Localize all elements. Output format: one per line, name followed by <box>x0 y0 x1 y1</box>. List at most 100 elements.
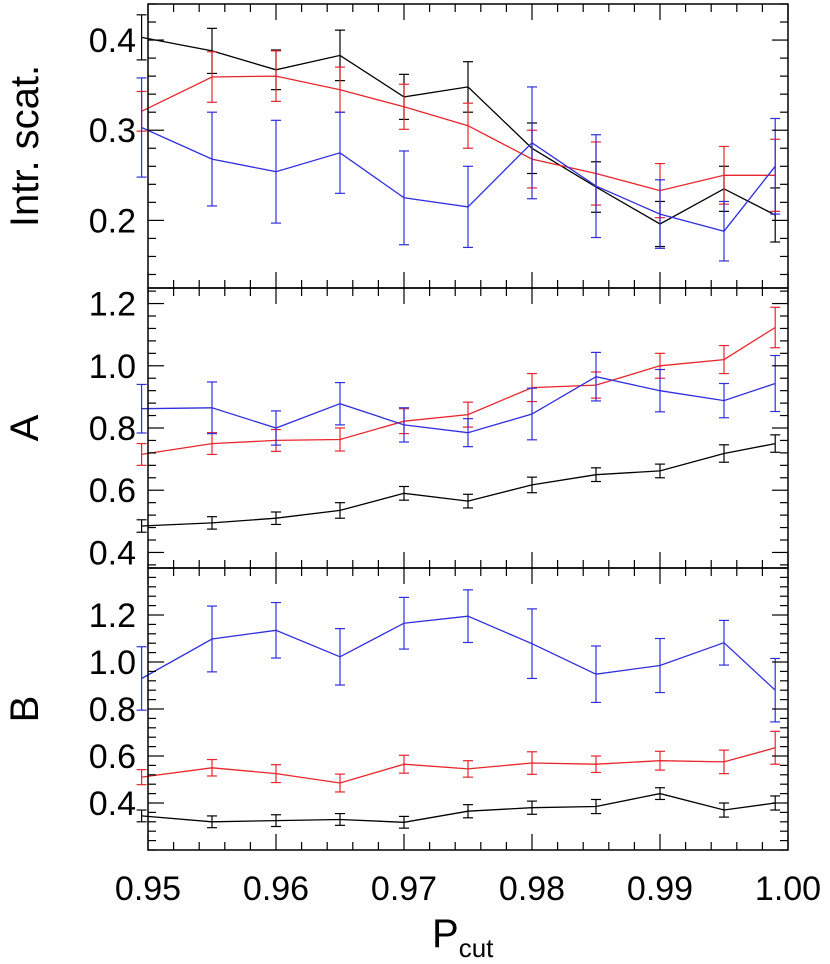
error-bar <box>399 407 409 443</box>
error-bar <box>527 387 537 441</box>
error-bar <box>399 815 409 829</box>
series-red-panel-1 <box>136 50 781 219</box>
series-line <box>141 442 776 527</box>
y-tick-label: 0.6 <box>89 738 136 776</box>
error-bar <box>655 179 665 249</box>
x-axis-title-main: P <box>432 912 459 956</box>
series-line <box>141 376 776 434</box>
panel-1: 0.2 0.3 0.4 Intr. scat. <box>3 3 789 289</box>
series-blue-panel-3 <box>136 589 781 723</box>
x-tick-label: 0.98 <box>499 870 565 908</box>
error-bar <box>207 516 217 530</box>
error-bar <box>335 111 345 194</box>
series-blue-panel-1 <box>136 77 781 262</box>
error-bar <box>207 815 217 829</box>
error-bar <box>271 814 281 828</box>
error-bar <box>207 381 217 435</box>
error-bar <box>591 467 601 483</box>
x-axis-title: Pcut <box>432 912 494 963</box>
error-bar <box>527 608 537 680</box>
series-line <box>141 36 776 225</box>
x-tick-label: 1.00 <box>755 870 821 908</box>
error-bar <box>591 645 601 704</box>
y-tick-label: 0.3 <box>89 112 136 150</box>
error-bar <box>335 628 345 686</box>
y-tick-label: 0.4 <box>89 534 136 572</box>
error-bar <box>463 418 473 448</box>
error-bar <box>207 605 217 673</box>
error-bar <box>136 769 147 786</box>
error-bar <box>770 657 781 723</box>
error-bar <box>770 117 781 215</box>
error-bar <box>719 749 729 775</box>
series-black-panel-2 <box>136 434 781 533</box>
error-bar <box>399 596 409 650</box>
error-bar <box>399 83 409 130</box>
error-bar <box>399 485 409 501</box>
error-bar <box>719 444 729 463</box>
error-bar <box>655 463 665 479</box>
error-bar <box>271 410 281 446</box>
error-bar <box>335 502 345 519</box>
error-bar <box>271 511 281 526</box>
error-bar <box>207 51 217 103</box>
series-black-panel-1 <box>136 14 781 248</box>
error-bar <box>463 165 473 249</box>
series-line <box>141 615 776 691</box>
error-bar <box>463 804 473 819</box>
y-tick-label: 0.8 <box>89 691 136 729</box>
error-bar <box>719 344 729 375</box>
y-tick-label: 1.0 <box>89 348 136 386</box>
x-tick-label: 0.95 <box>115 870 181 908</box>
error-bar <box>136 519 147 533</box>
y-axis-title: A <box>3 414 47 441</box>
error-bar <box>655 787 665 801</box>
x-tick-label: 0.97 <box>371 870 437 908</box>
error-bar <box>399 754 409 774</box>
error-bar <box>335 773 345 793</box>
error-bar <box>527 751 537 775</box>
error-bar <box>719 619 729 666</box>
error-bar <box>463 589 473 644</box>
error-bar <box>591 798 601 815</box>
error-bar <box>271 601 281 659</box>
error-bar <box>463 493 473 509</box>
series-blue-panel-2 <box>136 351 781 448</box>
series-red-panel-2 <box>136 306 781 466</box>
x-axis-title-subscript: cut <box>459 933 494 963</box>
error-bar <box>136 809 147 823</box>
series-line <box>141 326 776 456</box>
error-bar <box>719 802 729 818</box>
x-axis: 0.95 0.96 0.97 0.98 0.99 1.00 <box>115 870 821 908</box>
error-bar <box>770 354 781 413</box>
error-bar <box>770 434 781 453</box>
error-bar <box>719 200 729 262</box>
error-bar <box>527 476 537 494</box>
y-axis-title: B <box>3 696 47 723</box>
error-bar <box>655 368 665 413</box>
series-line <box>141 792 776 823</box>
error-bar <box>770 730 781 765</box>
error-bar <box>399 150 409 246</box>
y-tick-label: 0.8 <box>89 410 136 448</box>
error-bar <box>136 442 147 466</box>
x-tick-label: 0.96 <box>243 870 309 908</box>
y-tick-label: 1.0 <box>89 644 136 682</box>
error-bar <box>463 760 473 778</box>
error-bar <box>770 306 781 349</box>
y-tick-label: 1.2 <box>89 286 136 324</box>
series-black-panel-3 <box>136 787 781 829</box>
error-bar <box>136 77 147 178</box>
series-line <box>141 747 776 784</box>
y-tick-label: 0.4 <box>89 22 136 60</box>
error-bar <box>136 646 147 711</box>
series-line <box>141 75 776 192</box>
error-bar <box>335 381 345 426</box>
error-bar <box>463 102 473 149</box>
error-bar <box>527 86 537 200</box>
x-tick-label: 0.99 <box>627 870 693 908</box>
error-bar <box>655 750 665 771</box>
error-bar <box>335 66 345 113</box>
